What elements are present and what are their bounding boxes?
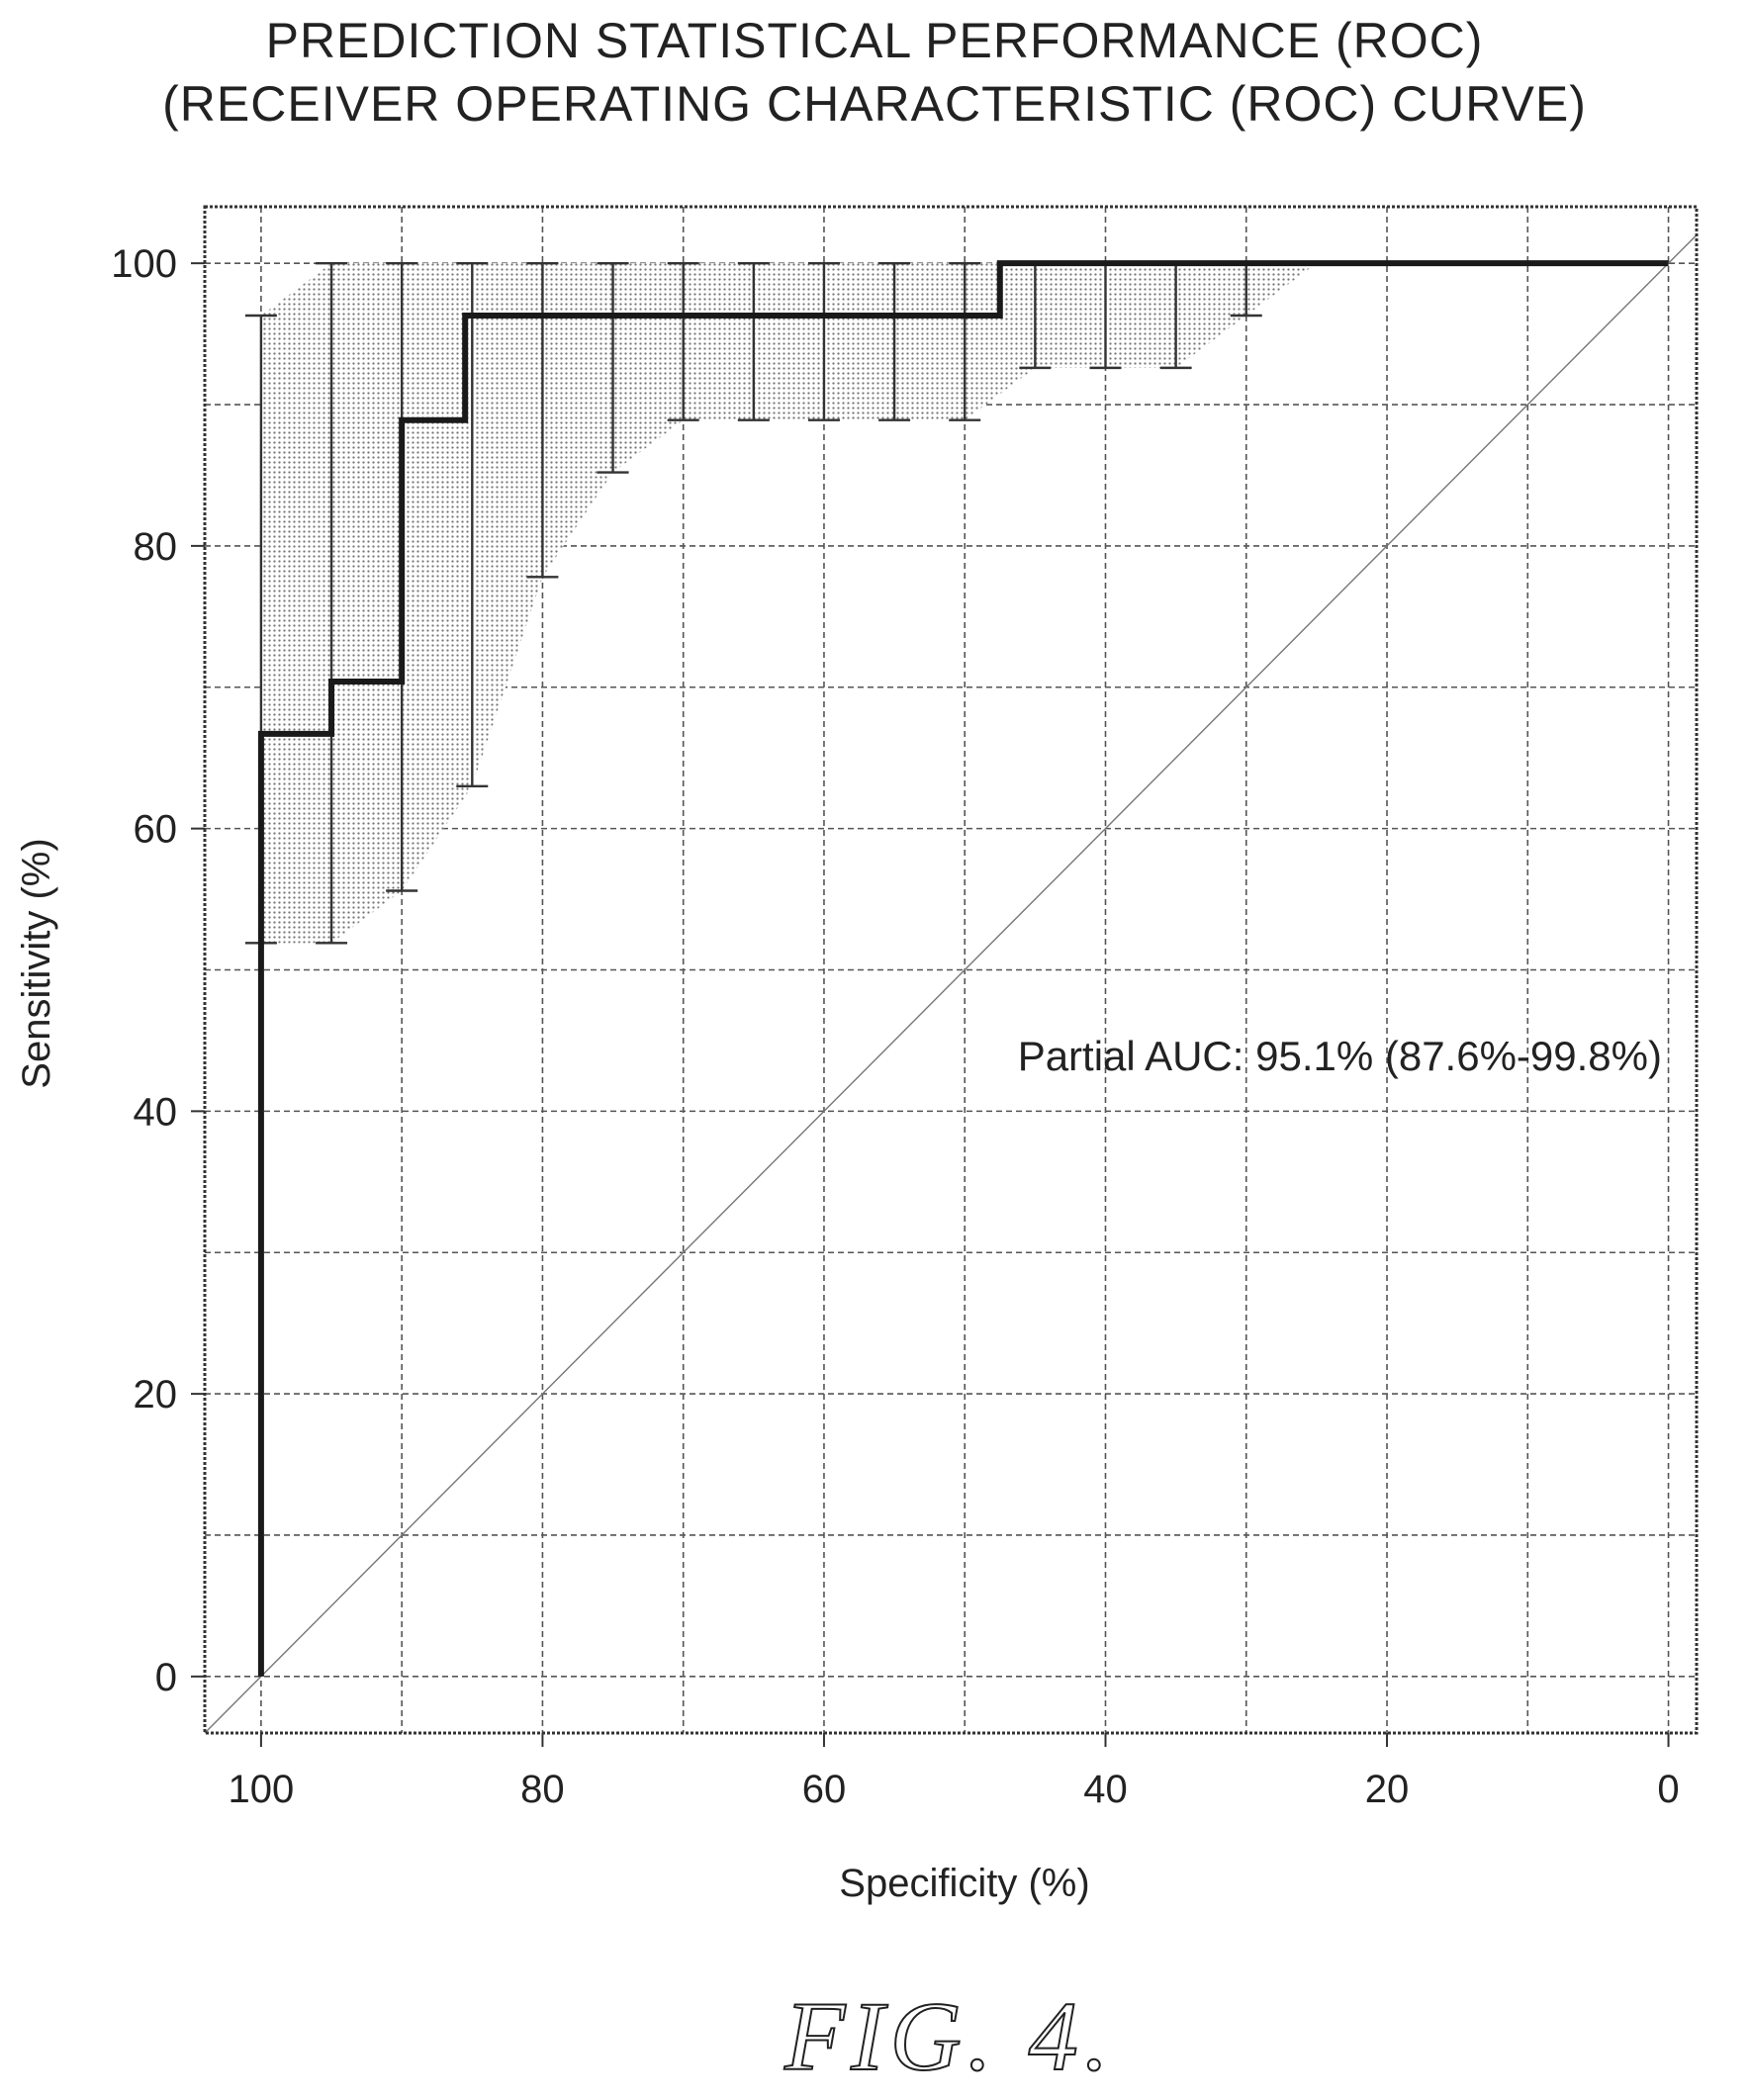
x-tick-label: 40 — [1083, 1768, 1128, 1811]
y-axis-tick-labels: 0 20 40 60 80 100 — [111, 242, 177, 1699]
x-tick-label: 20 — [1365, 1768, 1410, 1811]
chart-subtitle: (RECEIVER OPERATING CHARACTERISTIC (ROC)… — [162, 76, 1587, 132]
y-tick-label: 40 — [134, 1090, 178, 1134]
y-tick-label: 20 — [134, 1373, 178, 1416]
partial-auc-annotation: Partial AUC: 95.1% (87.6%-99.8%) — [1018, 1033, 1662, 1079]
y-tick-label: 60 — [134, 808, 178, 852]
confidence-error-bars — [244, 261, 1262, 945]
confidence-band — [260, 263, 1317, 944]
axis-tick-marks — [191, 262, 1670, 1747]
x-axis-label: Specificity (%) — [839, 1862, 1089, 1905]
x-tick-label: 60 — [802, 1768, 847, 1811]
x-axis-tick-labels: 100 80 60 40 20 0 — [229, 1768, 1680, 1811]
roc-curve — [257, 260, 1669, 1677]
y-tick-label: 0 — [155, 1656, 177, 1699]
y-axis-label: Sensitivity (%) — [15, 838, 58, 1088]
figure-label: FIG. 4. — [783, 1981, 1115, 2091]
y-tick-label: 100 — [111, 242, 177, 286]
chart-title: PREDICTION STATISTICAL PERFORMANCE (ROC) — [266, 13, 1484, 68]
reference-diagonal-line — [204, 234, 1698, 1734]
x-tick-label: 80 — [520, 1768, 565, 1811]
y-tick-label: 80 — [134, 525, 178, 569]
x-tick-label: 0 — [1657, 1768, 1679, 1811]
x-tick-label: 100 — [229, 1768, 295, 1811]
plot-frame — [203, 205, 1699, 1735]
